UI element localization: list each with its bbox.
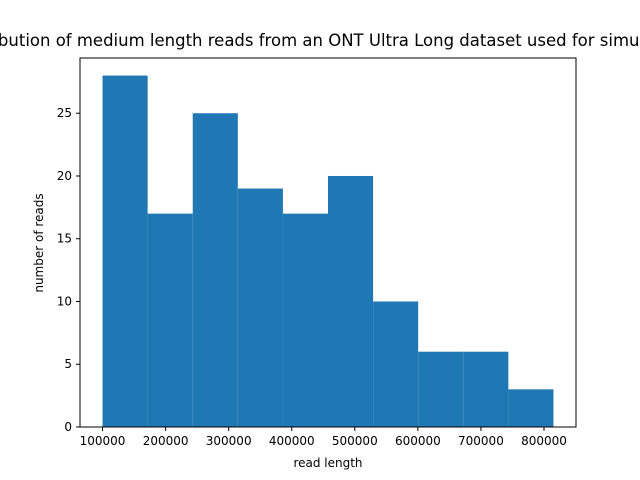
- y-tick-label: 5: [64, 357, 72, 371]
- y-tick-label: 20: [57, 169, 72, 183]
- x-axis-ticks: 100000 200000 300000 400000 500000 600000 7000…: [80, 427, 567, 448]
- histogram-bar-8: [418, 351, 464, 427]
- x-axis-label: read length: [293, 456, 362, 470]
- histogram-bar-1: [102, 75, 148, 428]
- x-tick-label: 200000: [143, 434, 189, 448]
- chart-title: Distribution of medium length reads from…: [0, 31, 640, 50]
- x-tick-label: 100000: [80, 434, 126, 448]
- histogram-bar-5: [282, 213, 328, 427]
- histogram-bar-10: [508, 389, 554, 427]
- plot-area-frame: [79, 57, 577, 428]
- histogram-bar-3: [192, 113, 238, 427]
- histogram-bars: [102, 75, 554, 428]
- x-tick-label: 500000: [332, 434, 378, 448]
- y-tick-label: 25: [57, 106, 72, 120]
- y-axis-ticks: 0 5 10 15 20 25: [57, 106, 80, 434]
- y-axis-label: number of reads: [32, 193, 46, 292]
- y-tick-label: 15: [57, 232, 72, 246]
- x-tick-label: 700000: [458, 434, 504, 448]
- x-tick-label: 600000: [395, 434, 441, 448]
- x-tick-label: 300000: [206, 434, 252, 448]
- y-tick-label: 0: [64, 420, 72, 434]
- y-tick-label: 10: [57, 294, 72, 308]
- histogram-bar-7: [373, 301, 419, 427]
- histogram-bar-2: [147, 213, 193, 427]
- histogram-bar-4: [237, 188, 283, 427]
- histogram-bar-6: [328, 175, 374, 427]
- x-tick-label: 800000: [521, 434, 567, 448]
- histogram-bar-9: [463, 351, 509, 427]
- x-tick-label: 400000: [269, 434, 315, 448]
